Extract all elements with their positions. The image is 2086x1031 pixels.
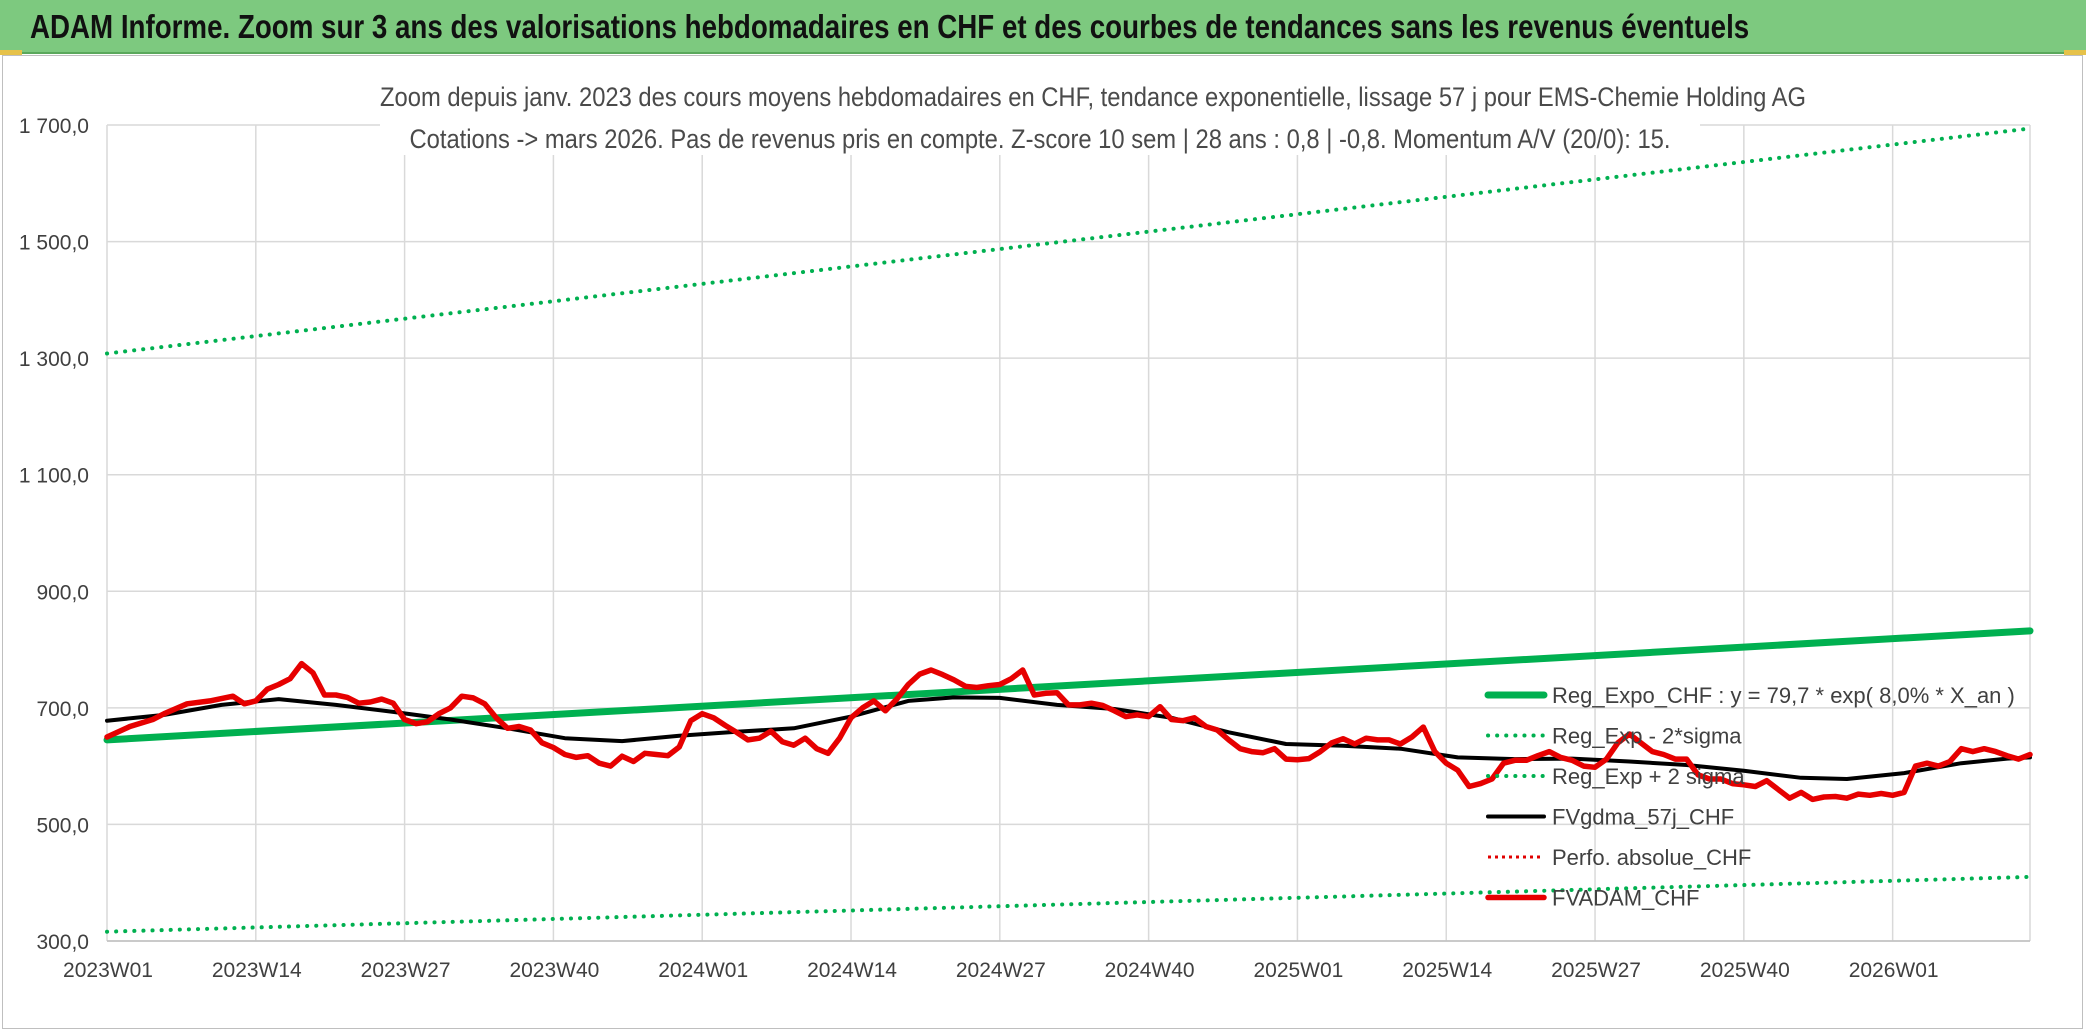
x-tick-label: 2025W14: [1402, 959, 1492, 982]
x-tick-label: 2024W14: [807, 959, 897, 982]
y-tick-label: 1 100,0: [19, 465, 89, 488]
chart-title-line2: Cotations -> mars 2026. Pas de revenus p…: [380, 124, 1700, 155]
legend-label-2: Reg_Exp - 2*sigma: [1552, 724, 1742, 749]
x-tick-label: 2024W27: [956, 959, 1046, 982]
legend-label-5: Perfo. absolue_CHF: [1552, 845, 1751, 870]
x-axis-ticks: 2023W01 2023W14 2023W27 2023W40 2024W01 2024W…: [63, 959, 1939, 982]
chart-title-line1: Zoom depuis janv. 2023 des cours moyens …: [380, 82, 1806, 113]
y-tick-label: 500,0: [36, 814, 89, 837]
y-tick-label: 900,0: [36, 581, 89, 604]
x-tick-label: 2025W01: [1253, 959, 1343, 982]
y-tick-label: 700,0: [36, 698, 89, 721]
banner-corner-left: [0, 50, 22, 55]
x-tick-label: 2024W01: [658, 959, 748, 982]
y-tick-label: 1 500,0: [19, 232, 89, 255]
legend-label-4: FVgdma_57j_CHF: [1552, 805, 1734, 830]
header-banner: ADAM Informe. Zoom sur 3 ans des valoris…: [0, 0, 2086, 54]
x-tick-label: 2023W40: [509, 959, 599, 982]
series-fvadam: [104, 660, 2033, 803]
x-tick-label: 2025W40: [1700, 959, 1790, 982]
series-reg-exp-minus-2sigma: [105, 874, 2032, 934]
y-tick-label: 1 300,0: [19, 348, 89, 371]
page-title: ADAM Informe. Zoom sur 3 ans des valoris…: [30, 8, 1750, 45]
x-tick-label: 2025W27: [1551, 959, 1641, 982]
chart-legend: Reg_Expo_CHF : y = 79,7 * exp( 8,0% * X_…: [1484, 683, 2015, 911]
legend-label-6: FVADAM_CHF: [1552, 886, 1700, 911]
chart-series: [103, 126, 2034, 934]
x-tick-label: 2023W27: [361, 959, 451, 982]
x-tick-label: 2026W01: [1849, 959, 1939, 982]
chart-frame: [2, 55, 2083, 1029]
legend-label-1: Reg_Expo_CHF : y = 79,7 * exp( 8,0% * X_…: [1552, 683, 2015, 708]
x-tick-label: 2024W40: [1105, 959, 1195, 982]
chart-grid: [106, 124, 2031, 942]
x-tick-label: 2023W14: [212, 959, 302, 982]
banner-corner-right: [2064, 50, 2086, 55]
x-tick-label: 2023W01: [63, 959, 153, 982]
y-tick-label: 1 700,0: [19, 115, 89, 138]
y-tick-label: 300,0: [36, 931, 89, 954]
y-axis-ticks: 300,0 500,0 700,0 900,0 1 100,0 1 300,0 1 500,…: [19, 115, 89, 954]
legend-label-3: Reg_Exp + 2 sigma: [1552, 764, 1745, 789]
series-fvgdma-57j: [105, 695, 2032, 781]
